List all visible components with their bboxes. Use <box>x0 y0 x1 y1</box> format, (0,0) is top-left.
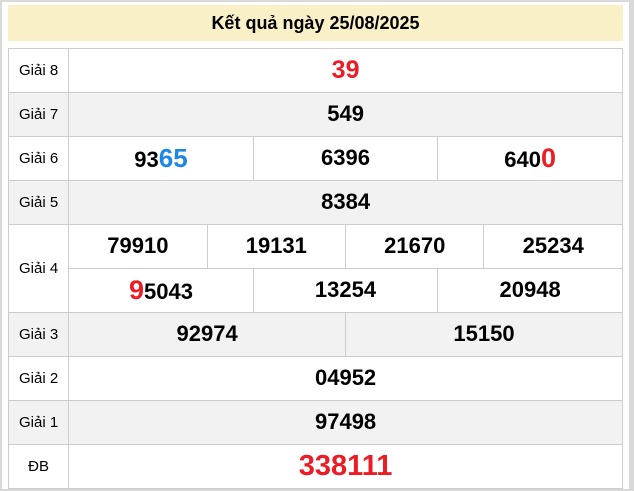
prize-value-cell: 19131 <box>206 224 347 269</box>
prize-value-cell: 338111 <box>68 444 623 489</box>
lottery-results-table: Giải 8 39 Giải 7 549 Giải 6 9365 6396 64… <box>7 48 623 489</box>
prize-value-cell: 04952 <box>68 356 623 401</box>
prize-label: Giải 2 <box>7 356 70 401</box>
winning-number-part: 640 <box>504 147 541 172</box>
prize-row-giai-5: Giải 5 8384 <box>7 180 623 225</box>
winning-number: 97498 <box>314 409 377 434</box>
winning-number: 04952 <box>314 365 377 390</box>
prize-row-giai-8: Giải 8 39 <box>7 48 623 93</box>
prize-row-giai-4-a: Giải 4 79910 19131 21670 25234 <box>7 224 623 313</box>
prize-row-giai-6: Giải 6 9365 6396 6400 <box>7 136 623 181</box>
winning-number-part: 93 <box>134 147 159 172</box>
prize-value-cell: 15150 <box>345 312 623 357</box>
prize-row-db: ĐB 338111 <box>7 444 623 489</box>
winning-number: 39 <box>331 56 360 84</box>
results-header: Kết quả ngày 25/08/2025 <box>8 5 623 41</box>
prize-value-cell: 92974 <box>68 312 347 357</box>
prize-value-cell: 549 <box>68 92 623 137</box>
prize-label: Giải 4 <box>7 224 70 313</box>
winning-number: 25234 <box>522 233 584 258</box>
winning-number: 338111 <box>298 450 393 482</box>
prize-value-cell: 6396 <box>252 136 439 181</box>
winning-number: 6396 <box>321 145 370 170</box>
prize-value-cell: 8384 <box>68 180 623 225</box>
winning-number: 15150 <box>453 321 515 346</box>
prize-row-giai-4-b: 95043 13254 20948 <box>9 268 623 313</box>
winning-number-part: 5043 <box>143 279 193 304</box>
winning-number: 21670 <box>384 233 446 258</box>
winning-number: 549 <box>327 101 364 126</box>
prize-row-giai-7: Giải 7 549 <box>7 92 623 137</box>
prize-label: Giải 5 <box>7 180 70 225</box>
page-title: Kết quả ngày 25/08/2025 <box>211 12 420 33</box>
prize-label: Giải 8 <box>7 48 70 93</box>
winning-number: 13254 <box>314 277 377 302</box>
prize-value-cell: 25234 <box>483 224 623 269</box>
prize-row-giai-3: Giải 3 92974 15150 <box>7 312 623 357</box>
prize-label: Giải 3 <box>7 312 70 357</box>
prize-row-giai-2: Giải 2 04952 <box>7 356 623 401</box>
prize-label: ĐB <box>7 444 70 489</box>
prize-label: Giải 7 <box>7 92 70 137</box>
prize-value-cell: 9365 <box>68 136 254 181</box>
prize-row-giai-1: Giải 1 97498 <box>7 400 623 445</box>
prize-label: Giải 6 <box>7 136 70 181</box>
prize-value-cell: 39 <box>68 48 623 93</box>
prize-value-cell: 79910 <box>68 224 208 269</box>
winning-number: 8384 <box>321 189 371 214</box>
highlighted-digits: 9 <box>128 275 144 305</box>
prize-value-cell: 95043 <box>68 268 254 313</box>
winning-number: 19131 <box>245 233 307 258</box>
highlighted-digits: 65 <box>158 143 188 173</box>
prize-value-cell: 21670 <box>345 224 485 269</box>
prize-value-cell: 13254 <box>252 268 439 313</box>
prize-label: Giải 1 <box>7 400 70 445</box>
prize-value-cell: 97498 <box>68 400 623 445</box>
winning-number: 79910 <box>107 233 169 258</box>
highlighted-digits: 0 <box>540 143 557 173</box>
winning-number: 92974 <box>176 321 238 346</box>
prize-value-cell: 20948 <box>437 268 623 313</box>
winning-number: 20948 <box>499 277 561 302</box>
prize-value-cell: 6400 <box>437 136 623 181</box>
